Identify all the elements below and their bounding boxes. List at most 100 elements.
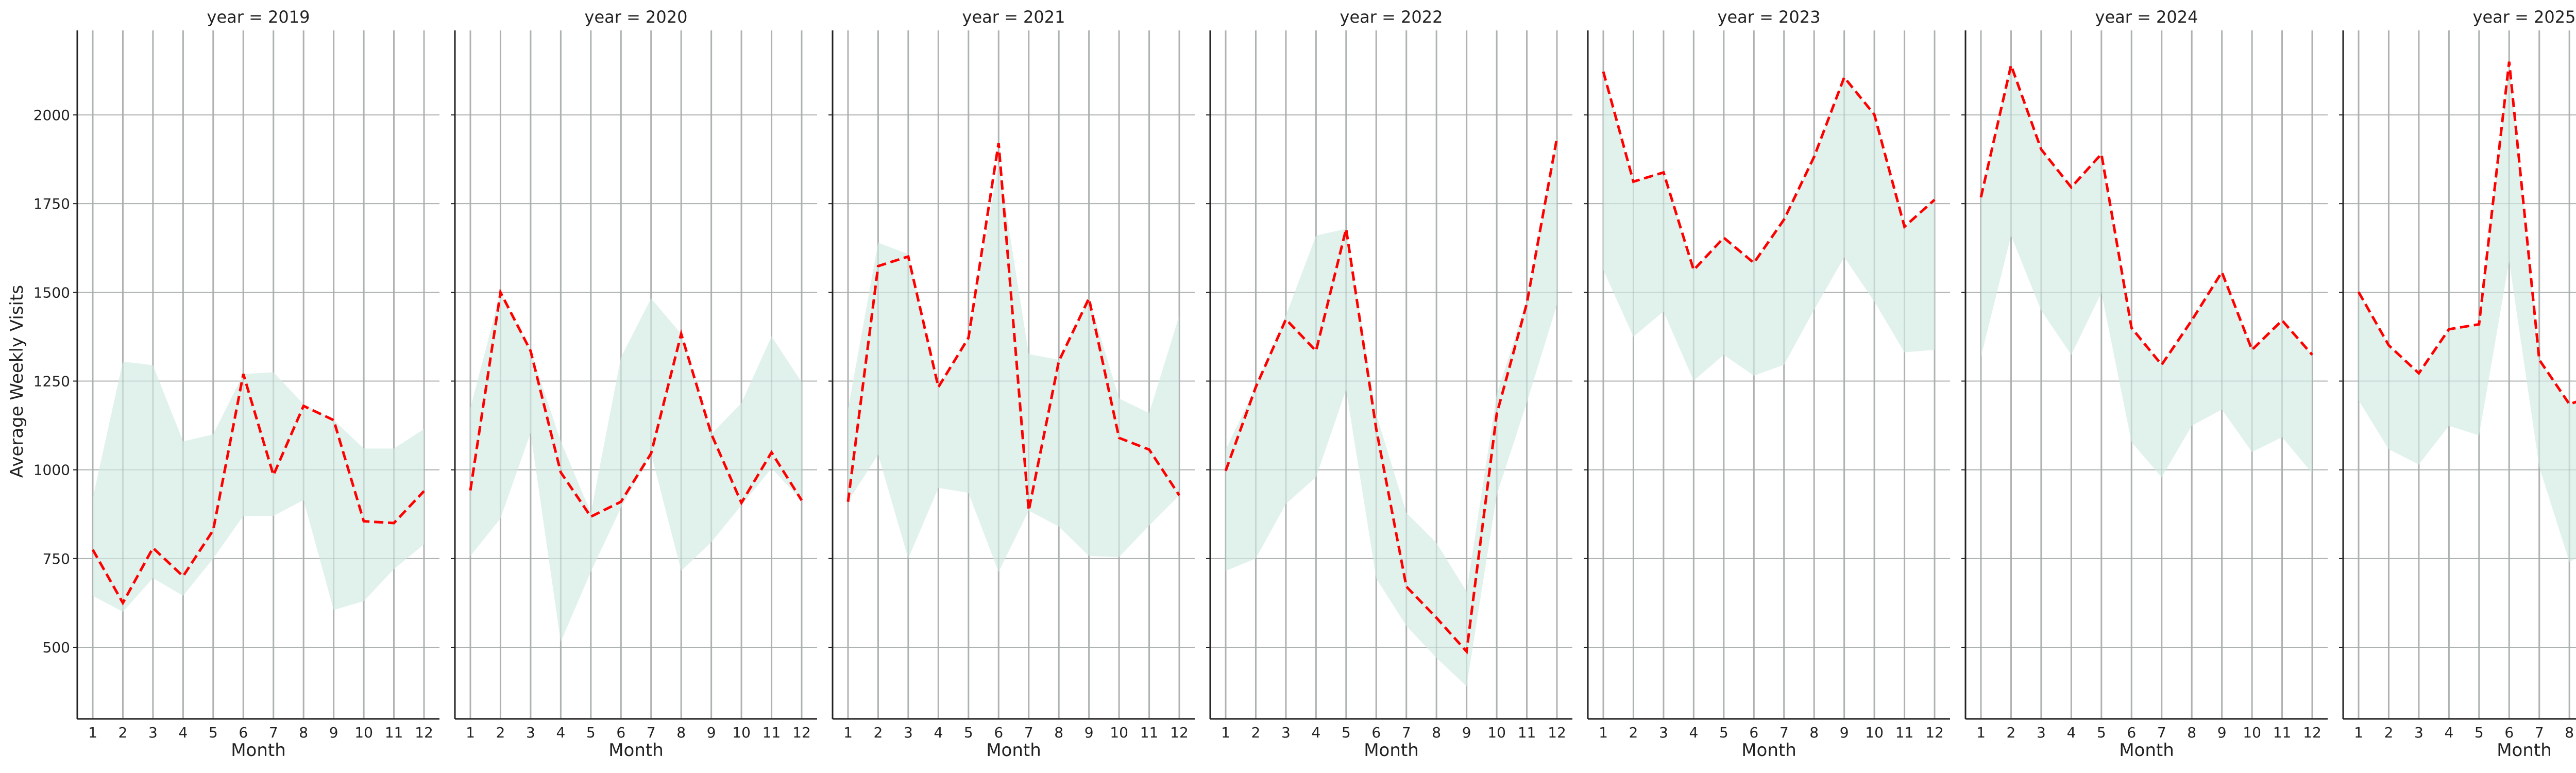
x-axis-label: Month [2119, 740, 2174, 761]
x-tick-label: 9 [1462, 724, 1471, 741]
x-tick-label: 11 [1518, 724, 1536, 741]
x-tick-label: 4 [934, 724, 943, 741]
y-axis-label: Average Weekly Visits [7, 285, 27, 478]
x-tick-label: 8 [1054, 724, 1063, 741]
x-axis-label: Month [1364, 740, 1419, 761]
x-tick-label: 11 [385, 724, 403, 741]
median-line [1602, 71, 1936, 273]
x-tick-label: 10 [1110, 724, 1128, 741]
median-line [469, 288, 803, 518]
x-tick-label: 5 [1342, 724, 1351, 741]
x-tick-label: 8 [299, 724, 308, 741]
x-tick-label: 12 [1925, 724, 1944, 741]
y-tick-label: 2000 [33, 107, 70, 124]
x-tick-label: 10 [1487, 724, 1506, 741]
x-tick-label: 10 [354, 724, 373, 741]
x-tick-label: 8 [2187, 724, 2196, 741]
x-tick-label: 6 [2504, 724, 2514, 741]
x-tick-label: 7 [647, 724, 656, 741]
x-tick-label: 3 [1281, 724, 1291, 741]
x-tick-label: 9 [707, 724, 716, 741]
x-tick-label: 12 [792, 724, 811, 741]
y-tick-label: 1000 [33, 462, 70, 479]
x-tick-label: 1 [1221, 724, 1230, 741]
x-tick-label: 11 [762, 724, 781, 741]
x-tick-label: 12 [1170, 724, 1189, 741]
x-tick-label: 5 [1719, 724, 1728, 741]
x-tick-label: 7 [2535, 724, 2544, 741]
percentile-band [93, 361, 424, 612]
x-tick-label: 6 [2127, 724, 2136, 741]
panel-title: year = 2019 [207, 7, 310, 27]
x-tick-label: 11 [2273, 724, 2292, 741]
percentile-band [470, 292, 802, 642]
x-tick-label: 3 [526, 724, 535, 741]
x-tick-label: 2 [2007, 724, 2016, 741]
x-tick-label: 1 [1976, 724, 1986, 741]
x-tick-label: 11 [1895, 724, 1914, 741]
x-tick-label: 4 [556, 724, 565, 741]
x-tick-label: 10 [1865, 724, 1884, 741]
panel-title: year = 2021 [962, 7, 1065, 27]
x-tick-label: 5 [964, 724, 973, 741]
x-tick-label: 7 [1402, 724, 1411, 741]
x-tick-label: 6 [994, 724, 1003, 741]
x-tick-label: 7 [1024, 724, 1033, 741]
x-axis-label: Month [1741, 740, 1797, 761]
x-tick-label: 11 [1140, 724, 1159, 741]
x-tick-label: 8 [1809, 724, 1819, 741]
x-tick-label: 8 [676, 724, 686, 741]
x-tick-label: 10 [2243, 724, 2261, 741]
x-tick-label: 4 [178, 724, 188, 741]
panel-title: year = 2025 [2473, 7, 2576, 27]
x-tick-label: 2 [1251, 724, 1261, 741]
y-tick-label: 1500 [33, 284, 70, 301]
x-tick-label: 7 [2157, 724, 2166, 741]
x-tick-label: 2 [1629, 724, 1638, 741]
x-tick-label: 8 [2565, 724, 2574, 741]
x-tick-label: 3 [1659, 724, 1668, 741]
x-tick-label: 4 [2444, 724, 2453, 741]
panel-title: year = 2022 [1340, 7, 1443, 27]
percentile-band [2359, 61, 2576, 562]
x-tick-label: 12 [1548, 724, 1566, 741]
x-axis-label: Month [2497, 740, 2552, 761]
x-tick-label: 6 [1371, 724, 1381, 741]
x-tick-label: 1 [1599, 724, 1608, 741]
panel-title: year = 2023 [1718, 7, 1821, 27]
median-line [1979, 60, 2313, 367]
x-tick-label: 9 [1084, 724, 1094, 741]
x-tick-label: 4 [2066, 724, 2076, 741]
x-tick-label: 4 [1311, 724, 1320, 741]
x-tick-label: 3 [148, 724, 158, 741]
percentile-band [1981, 65, 2312, 478]
x-tick-label: 2 [874, 724, 883, 741]
x-tick-label: 1 [2354, 724, 2363, 741]
x-tick-label: 2 [2384, 724, 2394, 741]
x-tick-label: 2 [118, 724, 128, 741]
x-tick-label: 12 [415, 724, 433, 741]
x-tick-label: 6 [616, 724, 625, 741]
x-tick-label: 10 [732, 724, 751, 741]
x-axis-label: Month [608, 740, 664, 761]
x-tick-label: 4 [1689, 724, 1698, 741]
y-tick-label: 750 [43, 550, 70, 567]
x-tick-label: 5 [2475, 724, 2484, 741]
x-axis-label: Month [986, 740, 1041, 761]
x-tick-label: 5 [2097, 724, 2106, 741]
x-tick-label: 3 [2414, 724, 2424, 741]
x-tick-label: 9 [329, 724, 338, 741]
x-tick-label: 6 [1749, 724, 1758, 741]
panel-title: year = 2024 [2095, 7, 2198, 27]
x-tick-label: 3 [2037, 724, 2046, 741]
x-tick-label: 5 [209, 724, 218, 741]
y-tick-label: 1250 [33, 373, 70, 390]
